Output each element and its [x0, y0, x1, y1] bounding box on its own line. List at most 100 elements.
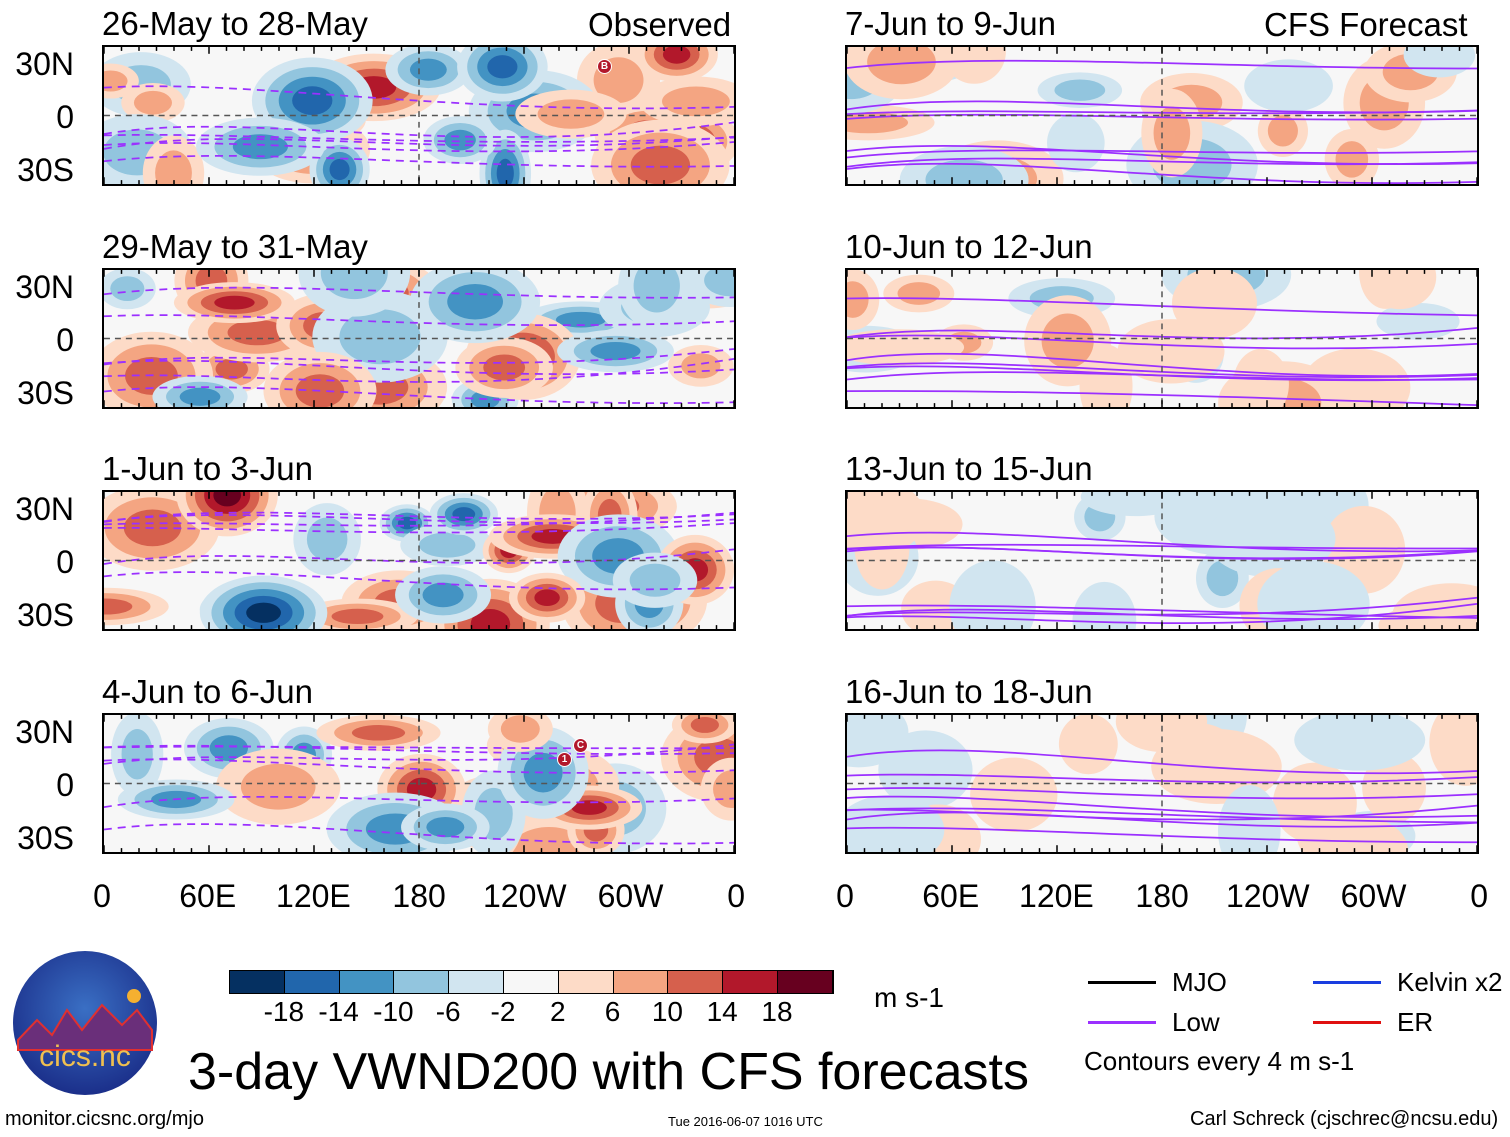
low-filter-contour [847, 811, 1477, 828]
lon-label: 180 [392, 878, 446, 914]
legend-label: MJO [1172, 967, 1227, 997]
anomaly-contour [447, 283, 503, 320]
low-filter-contour [847, 807, 1477, 824]
colorbar-swatch [668, 971, 724, 993]
low-filter-contour [104, 133, 734, 143]
low-filter-contour [104, 514, 734, 524]
low-filter-contour [847, 334, 1477, 350]
anomaly-contour [1244, 59, 1333, 113]
map-panel [845, 268, 1479, 409]
colorbar-swatch [558, 971, 614, 993]
colorbar-label: -2 [490, 996, 516, 1027]
low-filter-contour [847, 100, 1477, 114]
contour-note: Contours every 4 m s-1 [1084, 1046, 1355, 1076]
anomaly-contour [1171, 270, 1257, 339]
anomaly-contour [630, 145, 691, 184]
anomaly-contour [331, 608, 384, 625]
legend-line-mjo [1088, 981, 1156, 984]
lon-label: 0 [93, 878, 111, 914]
anomaly-contour [246, 602, 281, 623]
colorbar-label: 14 [706, 996, 738, 1027]
colorbar-label: -18 [263, 996, 305, 1027]
anomaly-contour [487, 55, 518, 79]
colorbar-swatch [230, 971, 285, 993]
low-filter-contour [847, 826, 1477, 844]
anomaly-contour [409, 58, 447, 81]
anomaly-contour [925, 159, 1003, 184]
low-filter-contour [847, 604, 1477, 619]
low-filter-contour [104, 823, 734, 845]
anomaly-contour [155, 150, 192, 184]
panel-title: 26-May to 28-May [102, 5, 368, 42]
anomaly-contour [452, 507, 476, 522]
anomaly-contour [1072, 581, 1137, 629]
low-filter-contour [847, 362, 1477, 379]
low-filter-contour [847, 795, 1477, 818]
low-filter-contour [847, 297, 1477, 317]
colorbar-swatch [503, 971, 559, 993]
low-filter-contour [847, 543, 1477, 550]
lat-label: 30S [17, 597, 74, 633]
anomaly-contour [104, 598, 133, 615]
legend-line-er [1313, 1021, 1381, 1024]
anomaly-contour [590, 341, 641, 361]
colorbar [229, 970, 834, 994]
low-filter-contour [104, 795, 734, 809]
anomaly-contour [339, 309, 421, 365]
low-filter-contour [104, 155, 734, 168]
anomaly-contour [534, 589, 560, 607]
map-panel [845, 713, 1479, 854]
observed-label: Observed [588, 6, 732, 43]
low-filter-contour [104, 121, 734, 138]
colorbar-swatch [613, 971, 669, 993]
lon-label: 0 [836, 878, 854, 914]
low-filter-contour [847, 162, 1477, 184]
anomaly-contour [1362, 270, 1437, 310]
map-panel [102, 490, 736, 631]
low-filter-contour [847, 365, 1477, 382]
anomaly-contour [847, 281, 869, 318]
anomaly-contour [329, 158, 350, 181]
anomaly-contour [121, 729, 153, 780]
low-filter-contour [104, 744, 734, 755]
panel-title: 13-Jun to 15-Jun [845, 450, 1093, 487]
low-filter-contour [104, 571, 734, 591]
lat-label: 30N [15, 714, 74, 750]
low-filter-contour [847, 390, 1477, 406]
author-credit: Carl Schreck (cjschrec@ncsu.edu) [1190, 1108, 1499, 1130]
low-filter-contour [104, 286, 734, 299]
anomaly-contour [523, 752, 563, 793]
anomaly-contour [444, 129, 476, 151]
anomaly-contour [110, 276, 145, 302]
anomaly-contour [426, 817, 465, 838]
storm-marker: C [573, 738, 588, 753]
legend-label: ER [1397, 1007, 1434, 1037]
anomaly-contour [1429, 715, 1477, 786]
anomaly-contour [1267, 115, 1298, 147]
anomaly-contour [470, 609, 511, 629]
colorbar-units: m s-1 [874, 982, 944, 1013]
lon-label: 180 [1135, 878, 1189, 914]
lon-label: 60E [922, 878, 980, 914]
lat-label: 30N [15, 491, 74, 527]
low-filter-contour [104, 522, 734, 534]
timestamp: Tue 2016-06-07 1016 UTC [668, 1114, 823, 1129]
low-filter-contour [847, 749, 1477, 775]
lon-label: 120W [483, 878, 567, 914]
anomaly-contour [1295, 789, 1352, 852]
lon-label: 120E [1019, 878, 1094, 914]
anomaly-contour [537, 99, 605, 129]
anomaly-contour [1206, 560, 1239, 597]
low-filter-contour [104, 85, 734, 110]
colorbar-swatch [449, 971, 504, 993]
panel-title: 4-Jun to 6-Jun [102, 673, 313, 710]
anomaly-contour [292, 86, 333, 115]
map-panel [102, 268, 736, 409]
lon-label: 60W [1340, 878, 1407, 914]
monitor-link[interactable]: monitor.cicsnc.org/mjo [5, 1108, 204, 1130]
storm-marker: B [597, 59, 612, 74]
anomaly-contour [681, 353, 721, 379]
colorbar-label: 2 [550, 996, 566, 1027]
map-panel [102, 45, 736, 186]
